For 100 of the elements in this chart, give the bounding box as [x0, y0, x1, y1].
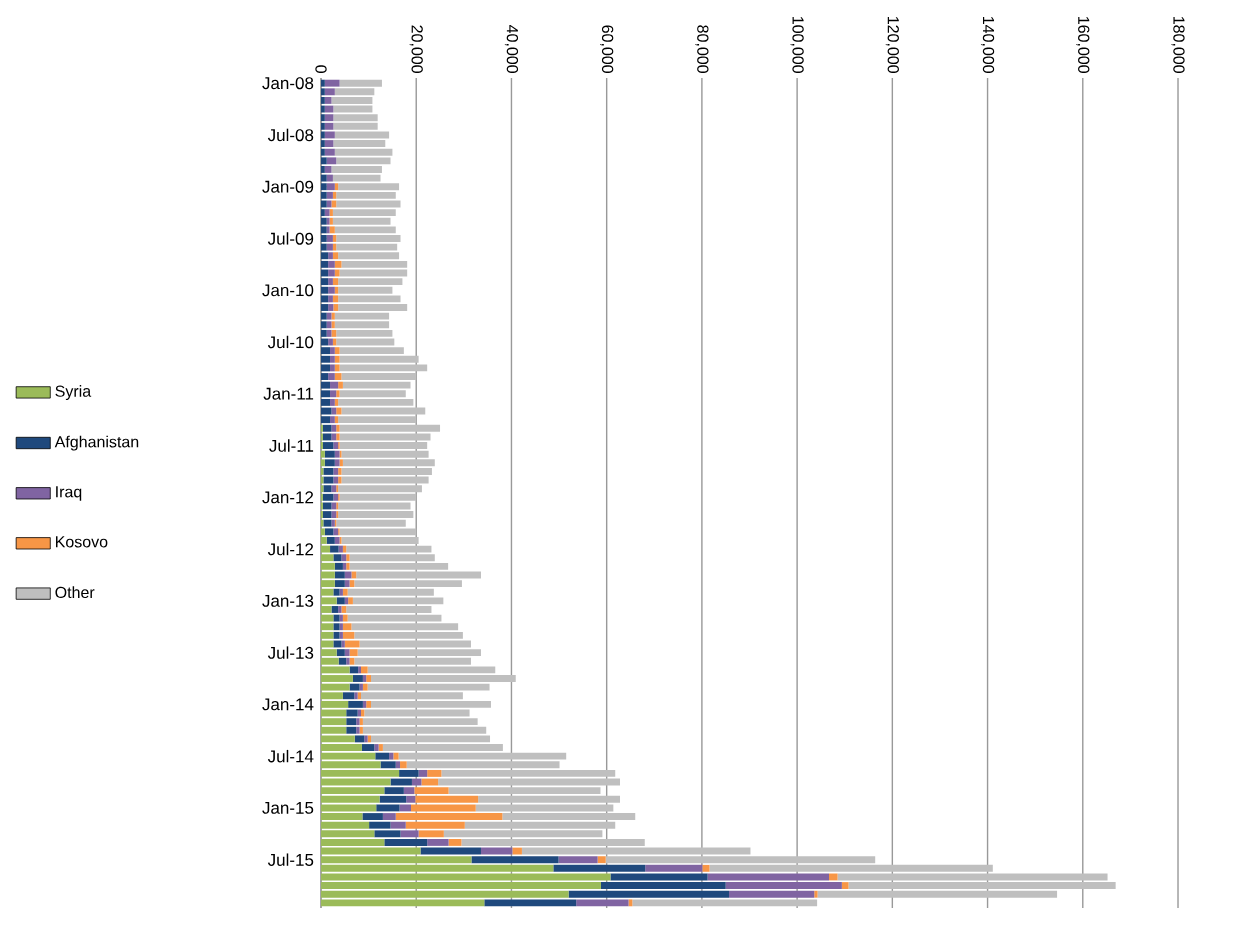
- bar: [331, 166, 382, 173]
- bar: [393, 752, 399, 760]
- bar: [336, 329, 393, 337]
- x-tick-label: 40,000: [504, 25, 519, 73]
- bar: [332, 191, 337, 199]
- bar: [354, 631, 463, 639]
- bar: [403, 787, 415, 795]
- bar: [321, 744, 362, 751]
- bar: [362, 718, 478, 726]
- bar: [334, 260, 342, 268]
- bar: [358, 666, 361, 674]
- bar: [342, 631, 355, 639]
- bar: [321, 140, 325, 148]
- bar: [371, 700, 491, 708]
- bar: [374, 744, 379, 751]
- bar: [321, 347, 331, 355]
- y-tick-label: Jan-12: [262, 491, 314, 504]
- bar: [321, 562, 335, 570]
- bar: [332, 278, 339, 286]
- y-tick-label: Jan-15: [262, 801, 314, 814]
- bar: [702, 864, 710, 872]
- bar: [338, 606, 342, 613]
- bar: [326, 191, 333, 199]
- bar: [362, 813, 383, 820]
- bar: [341, 606, 347, 613]
- bar: [378, 744, 383, 751]
- bar: [342, 588, 348, 596]
- bar: [814, 890, 818, 898]
- legend-label: Other: [55, 586, 95, 599]
- bar: [512, 847, 522, 855]
- bar: [338, 476, 342, 484]
- bar: [346, 606, 432, 613]
- bar: [400, 761, 407, 769]
- bar: [338, 304, 408, 311]
- legend-label: Syria: [55, 385, 92, 401]
- bar: [829, 873, 838, 881]
- bar: [341, 373, 417, 380]
- bar: [321, 882, 601, 890]
- bar: [384, 787, 404, 795]
- bar: [321, 838, 385, 846]
- x-tick-label: 20,000: [409, 25, 423, 73]
- bar: [331, 511, 337, 519]
- bar: [321, 260, 329, 268]
- bar: [341, 467, 432, 475]
- bar: [326, 235, 333, 242]
- bar: [441, 769, 616, 777]
- bar: [427, 838, 449, 846]
- bar: [334, 398, 339, 406]
- bar: [341, 260, 408, 268]
- bar: [384, 838, 428, 846]
- bar: [324, 140, 334, 148]
- bar: [461, 838, 645, 846]
- bar: [349, 562, 449, 570]
- bar: [328, 269, 335, 277]
- bar: [334, 347, 340, 355]
- bar: [331, 200, 337, 208]
- bar: [359, 683, 363, 691]
- bar: [321, 329, 327, 337]
- bar: [333, 631, 340, 639]
- bar: [725, 882, 842, 890]
- bar: [321, 580, 335, 588]
- bar: [332, 235, 337, 242]
- legend-label: Iraq: [56, 486, 82, 501]
- bar: [645, 864, 703, 872]
- bar: [344, 580, 350, 588]
- bar: [848, 882, 1116, 890]
- x-tick-label: 60,000: [600, 25, 614, 73]
- y-tick-label: Jan-10: [262, 284, 314, 297]
- bar: [348, 597, 353, 605]
- bar: [342, 545, 347, 553]
- bar: [328, 373, 335, 380]
- bar: [321, 304, 329, 311]
- x-tick-label: 160,000: [1076, 16, 1090, 73]
- bar: [354, 580, 462, 588]
- bar: [342, 562, 347, 570]
- bar: [389, 752, 394, 760]
- bar: [448, 838, 462, 846]
- bar: [321, 606, 332, 613]
- bar: [321, 96, 325, 104]
- bar: [321, 718, 347, 726]
- bar: [332, 209, 396, 217]
- bar: [331, 329, 337, 337]
- bar: [324, 209, 330, 217]
- y-tick-label: Jul-08: [267, 128, 314, 142]
- bar: [346, 554, 350, 562]
- bar: [331, 407, 337, 415]
- bar: [339, 631, 343, 639]
- bar: [336, 235, 401, 242]
- bar: [346, 562, 350, 570]
- bar: [371, 675, 516, 682]
- bar: [360, 666, 368, 674]
- bar: [349, 649, 358, 657]
- bar: [346, 718, 357, 726]
- bar: [333, 304, 339, 311]
- bar: [321, 631, 334, 639]
- y-tick-label: Jan-14: [262, 698, 314, 711]
- bar: [817, 890, 1058, 898]
- bar: [333, 140, 386, 148]
- bar: [321, 166, 325, 173]
- y-tick-label: Jan-13: [262, 594, 314, 607]
